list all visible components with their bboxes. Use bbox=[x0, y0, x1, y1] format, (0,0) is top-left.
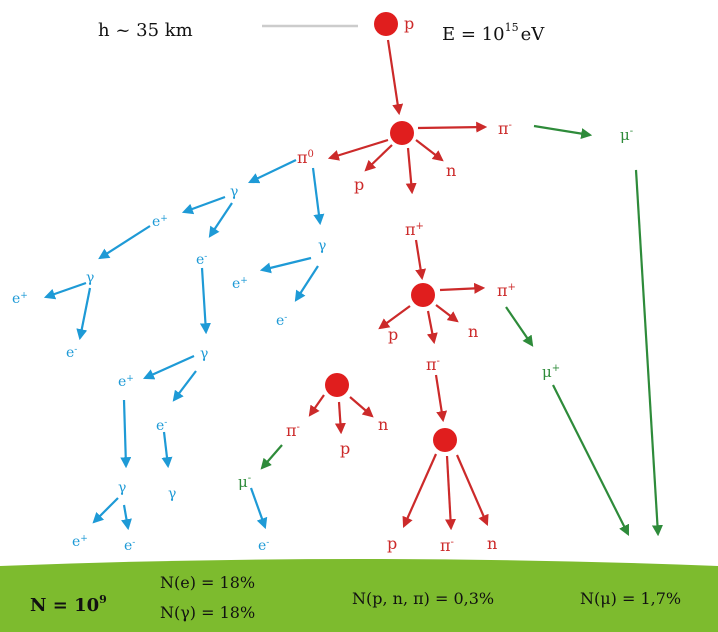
primary-proton-node bbox=[374, 12, 398, 36]
label-e-minus-5: e- bbox=[124, 538, 135, 554]
proton-interaction-node bbox=[325, 373, 349, 397]
photon-fraction: N(γ) = 18% bbox=[160, 603, 255, 622]
label-n-2: n bbox=[468, 322, 478, 341]
pi-minus-interaction-node bbox=[433, 428, 457, 452]
em-labels: γ e+ e- γ e+ e- γ e+ e- γ e+ e- γ γ e+ e… bbox=[12, 184, 326, 554]
ground-band bbox=[0, 559, 718, 632]
label-gamma-4: γ bbox=[200, 346, 208, 362]
hadronic-arrows bbox=[308, 39, 489, 531]
label-e-minus-3: e- bbox=[66, 345, 77, 361]
energy-prefix: E = 10 bbox=[442, 24, 505, 45]
label-mu-plus: μ+ bbox=[542, 363, 560, 381]
altitude-label: h ~ 35 km bbox=[98, 20, 193, 41]
label-p-4: p bbox=[387, 534, 397, 553]
energy-exponent: 15 bbox=[505, 21, 519, 34]
label-pi-plus-1: π+ bbox=[405, 220, 424, 239]
pi-plus-interaction-node bbox=[411, 283, 435, 307]
total-particles: N = 109 bbox=[30, 593, 107, 616]
label-gamma-2: γ bbox=[318, 238, 326, 254]
label-pi-minus-2: π- bbox=[426, 355, 440, 374]
label-n-1: n bbox=[446, 161, 456, 180]
energy-label: E = 1015 eV bbox=[442, 21, 545, 45]
first-interaction-node bbox=[390, 121, 414, 145]
label-e-minus-2: e- bbox=[276, 313, 287, 329]
label-n-3: n bbox=[378, 415, 388, 434]
label-p-3: p bbox=[340, 439, 350, 458]
label-pi-minus-1: π- bbox=[498, 119, 512, 138]
label-mu-minus-2: μ- bbox=[238, 473, 251, 491]
energy-unit: eV bbox=[521, 24, 546, 45]
label-e-plus-1: e+ bbox=[152, 214, 168, 230]
label-gamma-3: γ bbox=[86, 270, 94, 286]
label-pi0: π0 bbox=[297, 148, 314, 167]
label-p-1: p bbox=[354, 175, 364, 194]
muon-arrows bbox=[260, 124, 663, 537]
interaction-nodes bbox=[325, 12, 457, 452]
muon-labels: μ- μ+ μ- bbox=[238, 126, 633, 491]
label-pi-minus-4: π- bbox=[440, 536, 454, 555]
label-n-4: n bbox=[487, 534, 497, 553]
label-p-primary: p bbox=[404, 14, 414, 33]
hadron-labels: p π0 p n π- π+ p n π+ π- π- p n p π- n bbox=[286, 14, 516, 555]
label-e-minus-6: e- bbox=[258, 538, 269, 554]
electromagnetic-arrows bbox=[43, 159, 325, 531]
label-e-minus-1: e- bbox=[196, 252, 207, 268]
muon-fraction: N(μ) = 1,7% bbox=[580, 589, 681, 608]
label-e-plus-4: e+ bbox=[118, 374, 134, 390]
label-gamma-6: γ bbox=[168, 486, 176, 502]
label-e-plus-5: e+ bbox=[72, 534, 88, 550]
label-e-plus-2: e+ bbox=[232, 276, 248, 292]
label-e-minus-4: e- bbox=[156, 418, 167, 434]
label-gamma-5: γ bbox=[118, 480, 126, 496]
label-pi-plus-2: π+ bbox=[497, 281, 516, 300]
label-p-2: p bbox=[388, 325, 398, 344]
label-pi-minus-3: π- bbox=[286, 421, 300, 440]
label-gamma-1: γ bbox=[230, 184, 238, 200]
hadron-fraction: N(p, n, π) = 0,3% bbox=[352, 589, 494, 608]
electron-fraction: N(e) = 18% bbox=[160, 573, 255, 592]
label-e-plus-3: e+ bbox=[12, 291, 28, 307]
label-mu-minus-1: μ- bbox=[620, 126, 633, 144]
